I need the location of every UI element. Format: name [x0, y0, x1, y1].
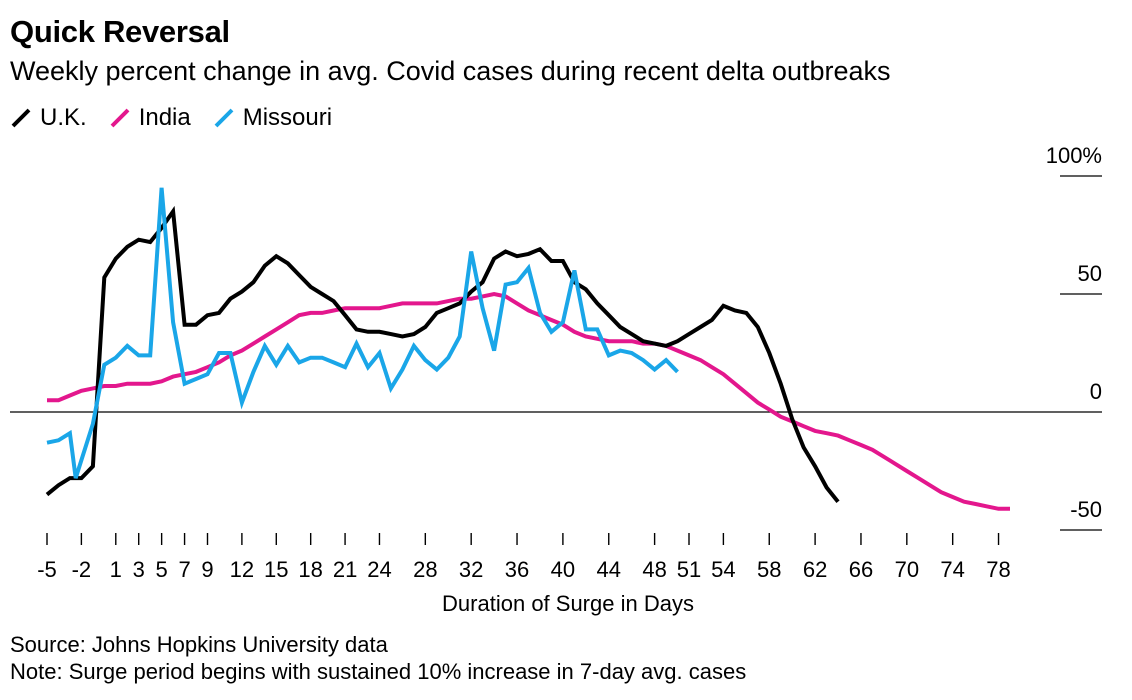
legend-swatch-uk [11, 108, 31, 128]
series-line-missouri [46, 187, 679, 479]
legend-label-uk: U.K. [40, 104, 87, 131]
x-tick-label: 40 [551, 557, 575, 582]
y-tick-label: 100% [1046, 143, 1102, 168]
x-tick-label: 58 [757, 557, 781, 582]
legend-swatch-missouri [214, 108, 234, 128]
x-tick-label: 15 [264, 557, 288, 582]
x-tick-label: 18 [298, 557, 322, 582]
x-tick-label: 48 [642, 557, 666, 582]
series-line-india [47, 291, 1010, 511]
legend-item-uk: U.K. [10, 104, 87, 132]
series-line-uk [45, 205, 840, 503]
legend-label-india: India [138, 104, 191, 131]
x-tick-label: 54 [711, 557, 735, 582]
x-tick-label: 74 [940, 557, 964, 582]
chart-subtitle: Weekly percent change in avg. Covid case… [10, 56, 891, 86]
x-axis-label: Duration of Surge in Days [442, 591, 694, 616]
y-tick-label: -50 [1070, 497, 1102, 522]
x-tick-label: 32 [459, 557, 483, 582]
x-tick-label: 28 [413, 557, 437, 582]
legend-item-india: India [109, 104, 191, 132]
chart-title: Quick Reversal [10, 14, 230, 49]
y-tick-label: 50 [1078, 261, 1102, 286]
x-tick-label: 3 [133, 557, 145, 582]
x-tick-label: 78 [986, 557, 1010, 582]
x-tick-label: -2 [72, 557, 92, 582]
x-tick-label: -5 [37, 557, 57, 582]
x-tick-label: 51 [677, 557, 701, 582]
legend-item-missouri: Missouri [213, 104, 332, 132]
x-tick-label: 66 [849, 557, 873, 582]
legend-swatch-india [110, 108, 130, 128]
x-tick-label: 21 [333, 557, 357, 582]
x-tick-label: 24 [367, 557, 391, 582]
x-tick-label: 9 [201, 557, 213, 582]
x-tick-label: 44 [597, 557, 621, 582]
x-tick-label: 70 [895, 557, 919, 582]
x-tick-label: 5 [156, 557, 168, 582]
source-note: Source: Johns Hopkins University data [10, 632, 388, 657]
legend-label-missouri: Missouri [242, 104, 333, 131]
x-tick-label: 12 [230, 557, 254, 582]
chart-legend: U.K. India Missouri [10, 104, 354, 132]
x-tick-label: 62 [803, 557, 827, 582]
x-tick-label: 7 [178, 557, 190, 582]
y-tick-label: 0 [1090, 379, 1102, 404]
x-tick-label: 1 [110, 557, 122, 582]
footnote: Note: Surge period begins with sustained… [10, 659, 747, 684]
x-tick-label: 36 [505, 557, 529, 582]
